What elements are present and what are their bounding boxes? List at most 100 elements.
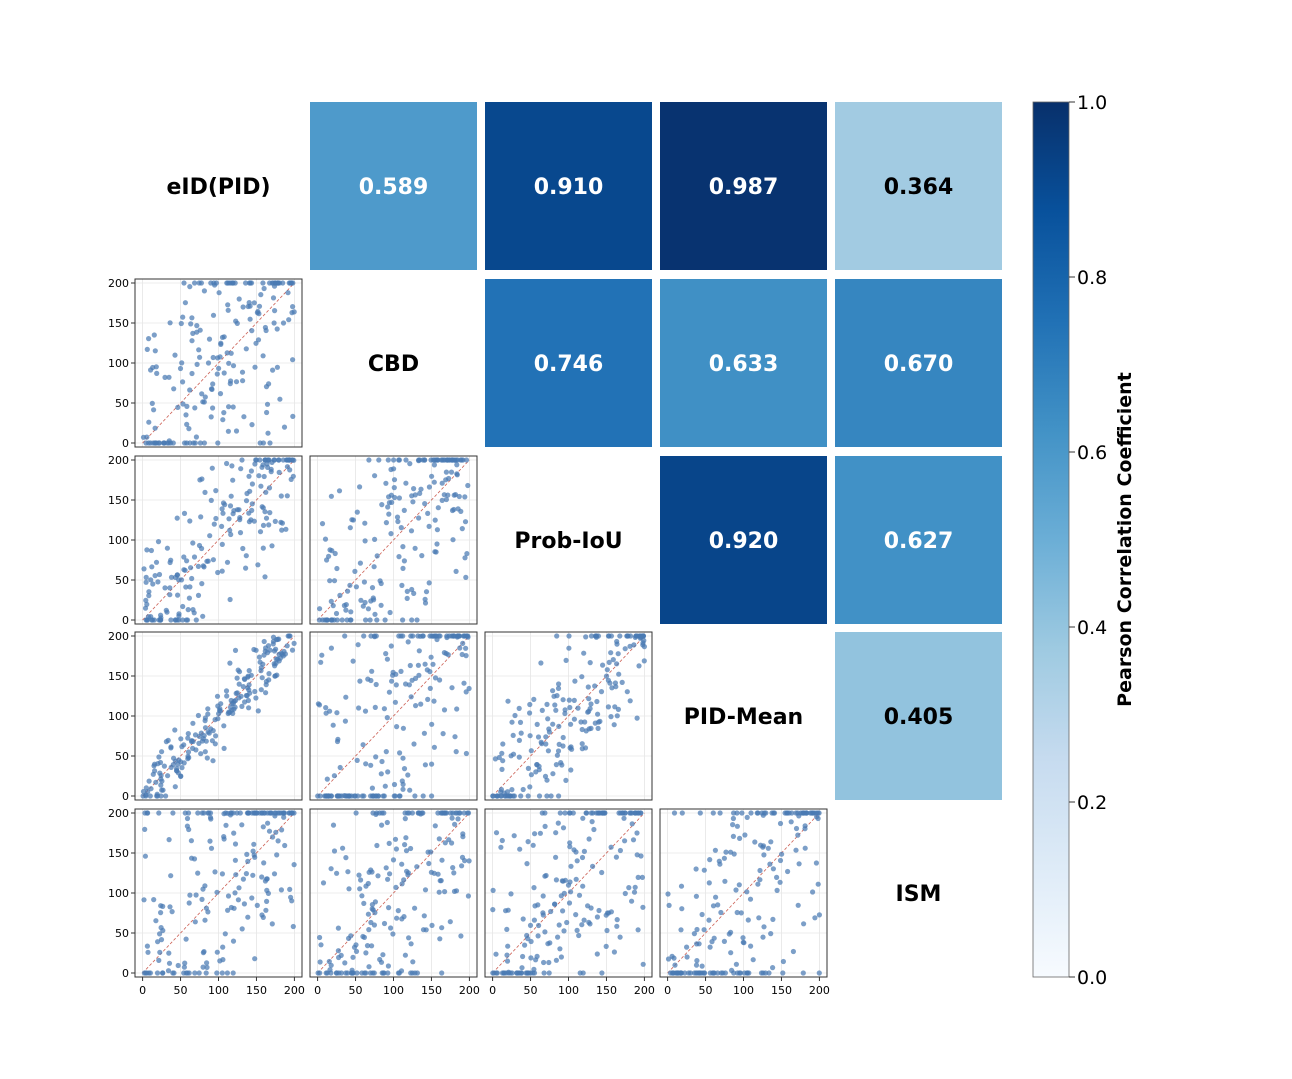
scatter-point bbox=[431, 479, 437, 485]
scatter-point bbox=[209, 738, 215, 744]
scatter-point bbox=[219, 871, 225, 877]
y-tick-label: 100 bbox=[108, 710, 129, 723]
scatter-point bbox=[185, 735, 191, 741]
scatter-point bbox=[260, 505, 266, 511]
scatter-point bbox=[225, 302, 231, 308]
scatter-point bbox=[459, 863, 465, 869]
scatter-point bbox=[232, 647, 239, 654]
scatter-point bbox=[399, 582, 405, 589]
scatter-point bbox=[215, 716, 221, 722]
scatter-point bbox=[518, 730, 524, 736]
scatter-point bbox=[195, 870, 201, 876]
scatter-point bbox=[202, 718, 208, 724]
scatter-point bbox=[189, 575, 195, 582]
scatter-point bbox=[728, 950, 734, 956]
scatter-point bbox=[420, 793, 426, 799]
scatter-point bbox=[411, 590, 417, 597]
scatter-point bbox=[175, 592, 181, 598]
corr-value-eid-pid-cbd: 0.589 bbox=[359, 175, 429, 200]
scatter-point bbox=[543, 734, 549, 740]
scatter-point bbox=[143, 597, 149, 604]
scatter-point bbox=[280, 320, 287, 326]
scatter-point bbox=[699, 911, 705, 918]
scatter-point bbox=[392, 699, 398, 705]
scatter-point bbox=[185, 810, 192, 816]
scatter-point bbox=[243, 498, 250, 504]
scatter-point bbox=[240, 684, 246, 690]
scatter-point bbox=[353, 810, 359, 816]
scatter-point bbox=[363, 617, 369, 623]
scatter-point bbox=[217, 958, 223, 964]
scatter-point bbox=[317, 970, 323, 976]
scatter-point bbox=[271, 320, 277, 326]
scatter-point bbox=[556, 793, 562, 799]
scatter-point bbox=[815, 881, 821, 887]
x-tick-label: 50 bbox=[524, 984, 538, 997]
reference-line bbox=[667, 812, 820, 974]
scatter-point bbox=[614, 638, 620, 645]
scatter-point bbox=[343, 694, 349, 700]
scatter-point bbox=[600, 662, 606, 668]
scatter-point bbox=[566, 645, 572, 651]
scatter-point bbox=[429, 793, 435, 799]
scatter-point bbox=[440, 731, 446, 737]
scatter-point bbox=[418, 701, 424, 707]
scatter-point bbox=[290, 923, 296, 930]
scatter-point bbox=[287, 886, 293, 893]
scatter-point bbox=[155, 539, 162, 545]
scatter-point bbox=[800, 970, 806, 976]
scatter-point bbox=[144, 970, 150, 976]
scatter-point bbox=[394, 514, 401, 520]
scatter-point bbox=[190, 738, 196, 745]
scatter-point bbox=[255, 708, 261, 714]
scatter-point bbox=[718, 909, 724, 916]
scatter-point bbox=[198, 730, 204, 736]
scatter-point bbox=[443, 496, 449, 503]
scatter-point bbox=[342, 960, 348, 966]
scatter-point bbox=[426, 860, 432, 867]
scatter-point bbox=[604, 667, 610, 673]
scatter-point bbox=[694, 941, 700, 947]
scatter-point bbox=[195, 592, 202, 599]
scatter-point bbox=[328, 866, 334, 872]
scatter-point bbox=[752, 839, 758, 845]
scatter-point bbox=[176, 611, 182, 617]
scatter-point bbox=[331, 578, 338, 584]
scatter-point bbox=[694, 958, 700, 964]
scatter-point bbox=[196, 970, 202, 976]
scatter-point bbox=[245, 914, 251, 920]
corr-value-eid-pid-ism: 0.364 bbox=[884, 175, 954, 200]
scatter-point bbox=[400, 565, 406, 572]
scatter-point bbox=[190, 540, 196, 546]
scatter-point bbox=[431, 462, 437, 468]
scatter-point bbox=[158, 612, 164, 618]
scatter-point bbox=[436, 633, 442, 639]
scatter-point bbox=[731, 810, 737, 816]
scatter-point bbox=[620, 810, 626, 816]
corr-value-cbd-pid-mean: 0.633 bbox=[709, 352, 779, 377]
scatter-point bbox=[232, 841, 239, 847]
scatter-point bbox=[581, 917, 587, 923]
scatter-point bbox=[284, 493, 290, 499]
scatter-point bbox=[423, 589, 430, 595]
scatter-point bbox=[227, 660, 233, 666]
scatter-point bbox=[153, 559, 160, 565]
scatter-point bbox=[158, 776, 164, 782]
scatter-point bbox=[493, 830, 500, 836]
scatter-point bbox=[272, 663, 278, 669]
scatter-point bbox=[215, 703, 221, 709]
scatter-point bbox=[449, 507, 456, 514]
scatter-point bbox=[638, 853, 644, 859]
scatter-point bbox=[236, 296, 242, 302]
scatter-point bbox=[250, 848, 256, 854]
scatter-point bbox=[381, 793, 387, 799]
scatter-point bbox=[566, 697, 572, 703]
scatter-point bbox=[571, 716, 578, 722]
scatter-point bbox=[442, 840, 448, 846]
scatter-point bbox=[407, 787, 413, 793]
scatter-point bbox=[598, 689, 605, 695]
scatter-point bbox=[249, 481, 255, 487]
scatter-point bbox=[353, 948, 360, 955]
scatter-point bbox=[408, 970, 414, 976]
scatter-point bbox=[201, 564, 207, 570]
